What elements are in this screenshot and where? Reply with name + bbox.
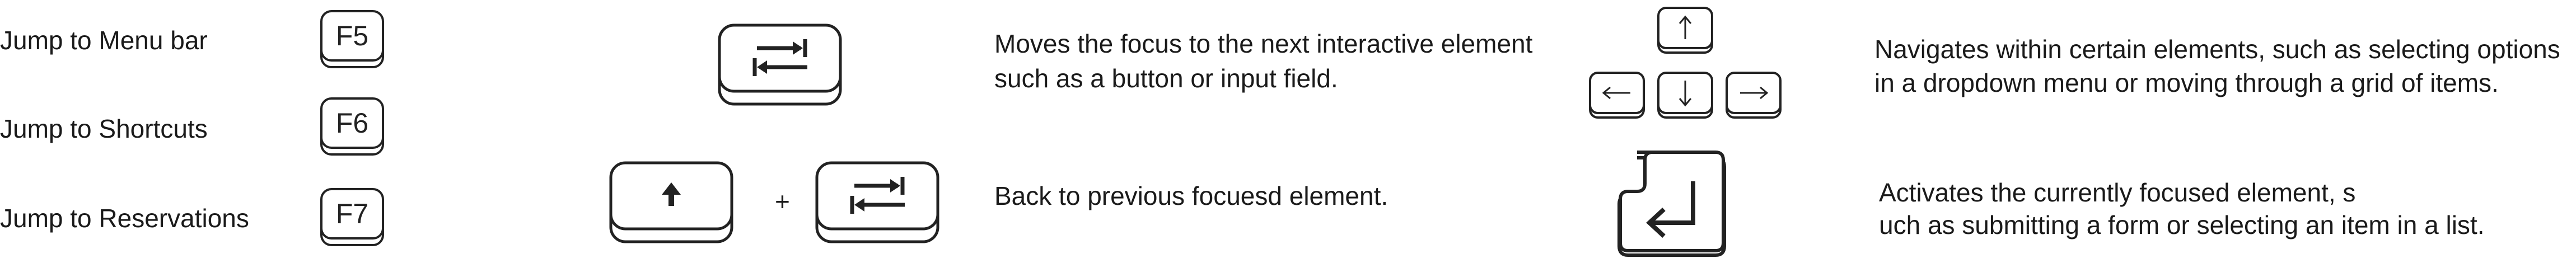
arrow-keys-icon — [1589, 7, 1782, 119]
f5-key-label: F5 — [335, 20, 369, 51]
f6-key: F6 — [320, 97, 389, 156]
shift-tab-description: Back to previous focuesd element. — [994, 181, 1388, 210]
f7-key: F7 — [320, 188, 389, 246]
enter-key-icon — [1617, 151, 1726, 257]
jump-label-shortcuts: Jump to Shortcuts — [0, 114, 208, 143]
tab-description-line2: such as a button or input field. — [994, 64, 1338, 93]
tab-key-icon-2 — [815, 161, 939, 243]
tab-key-icon — [718, 24, 842, 106]
jump-label-reservations: Jump to Reservations — [0, 204, 249, 233]
shift-key-icon — [609, 161, 733, 243]
arrow-description-line1: Navigates within certain elements, such … — [1874, 35, 2560, 64]
enter-description-line1: Activates the currently focused element,… — [1879, 178, 2356, 207]
jump-label-menu-bar: Jump to Menu bar — [0, 26, 208, 55]
plus-sign: + — [775, 187, 790, 216]
f5-key: F5 — [320, 10, 389, 68]
f7-key-label: F7 — [335, 198, 369, 229]
enter-description-line2: uch as submitting a form or selecting an… — [1879, 210, 2485, 239]
arrow-description-line2: in a dropdown menu or moving through a g… — [1874, 68, 2499, 97]
f6-key-label: F6 — [335, 107, 369, 139]
tab-description-line1: Moves the focus to the next interactive … — [994, 29, 1533, 58]
arrow-up-key — [1657, 7, 1713, 54]
